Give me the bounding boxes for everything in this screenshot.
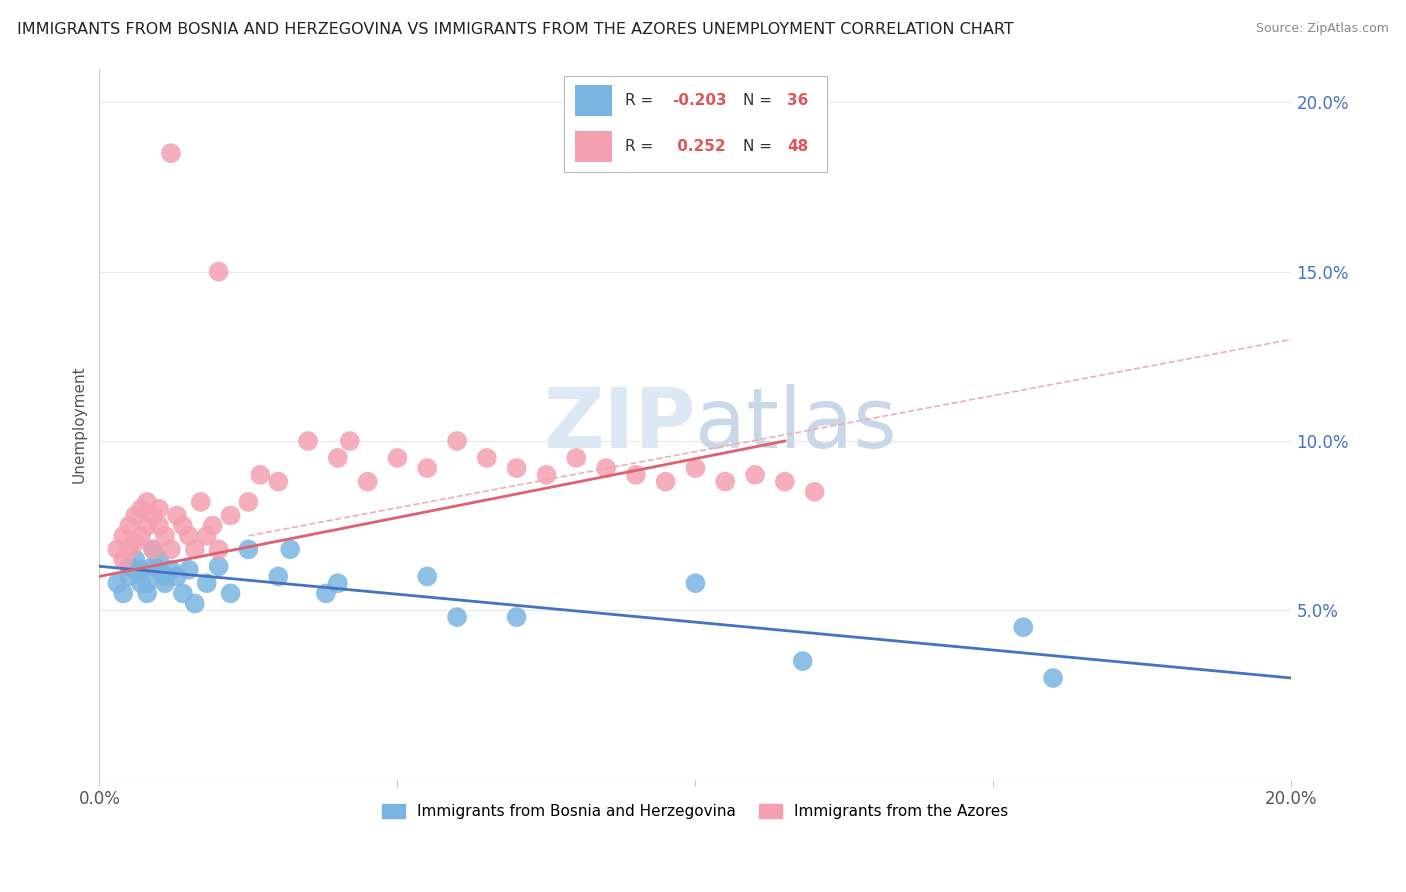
Point (112, 586, 135, 600)
Point (118, 542, 141, 557)
Point (326, 450, 349, 465)
Point (142, 559, 165, 574)
Point (238, 495, 260, 509)
Point (685, 461, 707, 475)
Point (160, 563, 183, 577)
Point (297, 434, 319, 448)
Text: atlas: atlas (696, 384, 897, 465)
Point (387, 450, 409, 465)
Point (129, 576, 152, 591)
Point (148, 518, 170, 533)
Point (339, 434, 361, 448)
Point (142, 508, 165, 523)
Point (416, 461, 439, 475)
Point (118, 559, 141, 574)
Point (148, 501, 170, 516)
Point (172, 586, 194, 600)
Point (105, 542, 128, 557)
Point (208, 559, 231, 574)
Point (190, 495, 212, 509)
Point (124, 552, 146, 566)
Point (238, 542, 260, 557)
Point (446, 610, 468, 624)
Point (129, 529, 152, 543)
Point (624, 467, 647, 482)
Point (136, 518, 159, 533)
Point (249, 467, 271, 482)
Point (184, 542, 207, 557)
Point (160, 146, 183, 161)
Point (356, 475, 378, 489)
Point (267, 475, 290, 489)
Point (219, 508, 242, 523)
Point (773, 475, 796, 489)
Point (595, 461, 617, 475)
Point (105, 576, 128, 591)
Point (124, 535, 146, 549)
Point (177, 563, 200, 577)
Point (129, 501, 152, 516)
Point (136, 495, 159, 509)
Legend: Immigrants from Bosnia and Herzegovina, Immigrants from the Azores: Immigrants from Bosnia and Herzegovina, … (377, 798, 1015, 825)
Point (505, 461, 527, 475)
Point (148, 552, 170, 566)
Point (792, 654, 814, 668)
Point (744, 467, 766, 482)
Point (195, 576, 218, 591)
Point (219, 586, 242, 600)
Y-axis label: Unemployment: Unemployment (72, 365, 86, 483)
Text: ZIP: ZIP (543, 384, 696, 465)
Point (278, 542, 301, 557)
Point (142, 542, 165, 557)
Point (166, 508, 188, 523)
Point (124, 563, 146, 577)
Text: Source: ZipAtlas.com: Source: ZipAtlas.com (1256, 22, 1389, 36)
Point (714, 475, 737, 489)
Point (1012, 620, 1035, 634)
Point (315, 586, 337, 600)
Point (685, 576, 707, 591)
Point (208, 265, 231, 279)
Point (267, 569, 290, 583)
Point (112, 552, 135, 566)
Point (654, 475, 676, 489)
Point (142, 542, 165, 557)
Point (177, 529, 200, 543)
Point (536, 467, 558, 482)
Point (118, 569, 141, 583)
Point (166, 569, 188, 583)
Point (153, 576, 176, 591)
Point (124, 508, 146, 523)
Point (803, 484, 825, 499)
Point (565, 450, 588, 465)
Point (505, 610, 527, 624)
Point (195, 529, 218, 543)
Point (208, 542, 231, 557)
Point (118, 518, 141, 533)
Point (475, 450, 498, 465)
Point (136, 576, 159, 591)
Point (201, 518, 224, 533)
Point (153, 569, 176, 583)
Point (136, 586, 159, 600)
Point (184, 597, 207, 611)
Point (112, 529, 135, 543)
Point (172, 518, 194, 533)
Point (416, 569, 439, 583)
Point (129, 563, 152, 577)
Point (326, 576, 349, 591)
Point (153, 529, 176, 543)
Point (446, 434, 468, 448)
Point (148, 563, 170, 577)
Text: IMMIGRANTS FROM BOSNIA AND HERZEGOVINA VS IMMIGRANTS FROM THE AZORES UNEMPLOYMEN: IMMIGRANTS FROM BOSNIA AND HERZEGOVINA V… (17, 22, 1014, 37)
Point (160, 542, 183, 557)
Point (1042, 671, 1064, 685)
